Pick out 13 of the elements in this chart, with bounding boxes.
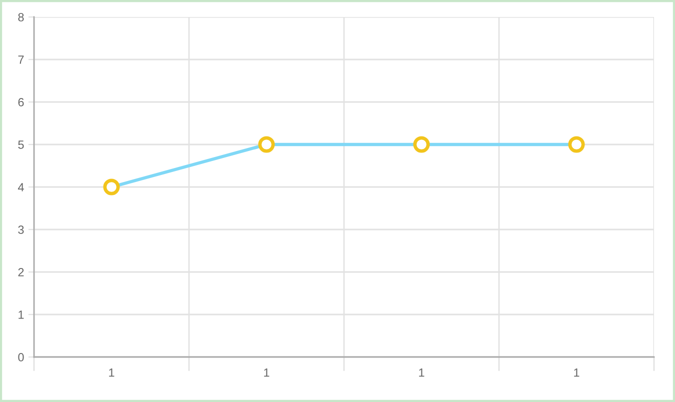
y-tick-label: 0	[18, 353, 24, 362]
y-tick-label: 3	[18, 226, 24, 234]
y-tick-label: 8	[18, 13, 24, 22]
x-tick-label: 1	[574, 368, 580, 377]
x-tick-label: 1	[264, 368, 270, 377]
y-tick-label: 6	[18, 98, 24, 106]
y-tick-label: 7	[18, 56, 24, 64]
x-tick-label: 1	[109, 368, 114, 377]
y-tick-label: 4	[18, 183, 24, 192]
y-tick-label: 5	[18, 140, 24, 149]
y-tick-label: 2	[18, 268, 24, 276]
x-tick-label: 1	[419, 368, 424, 377]
y-tick-label: 1	[18, 310, 24, 319]
